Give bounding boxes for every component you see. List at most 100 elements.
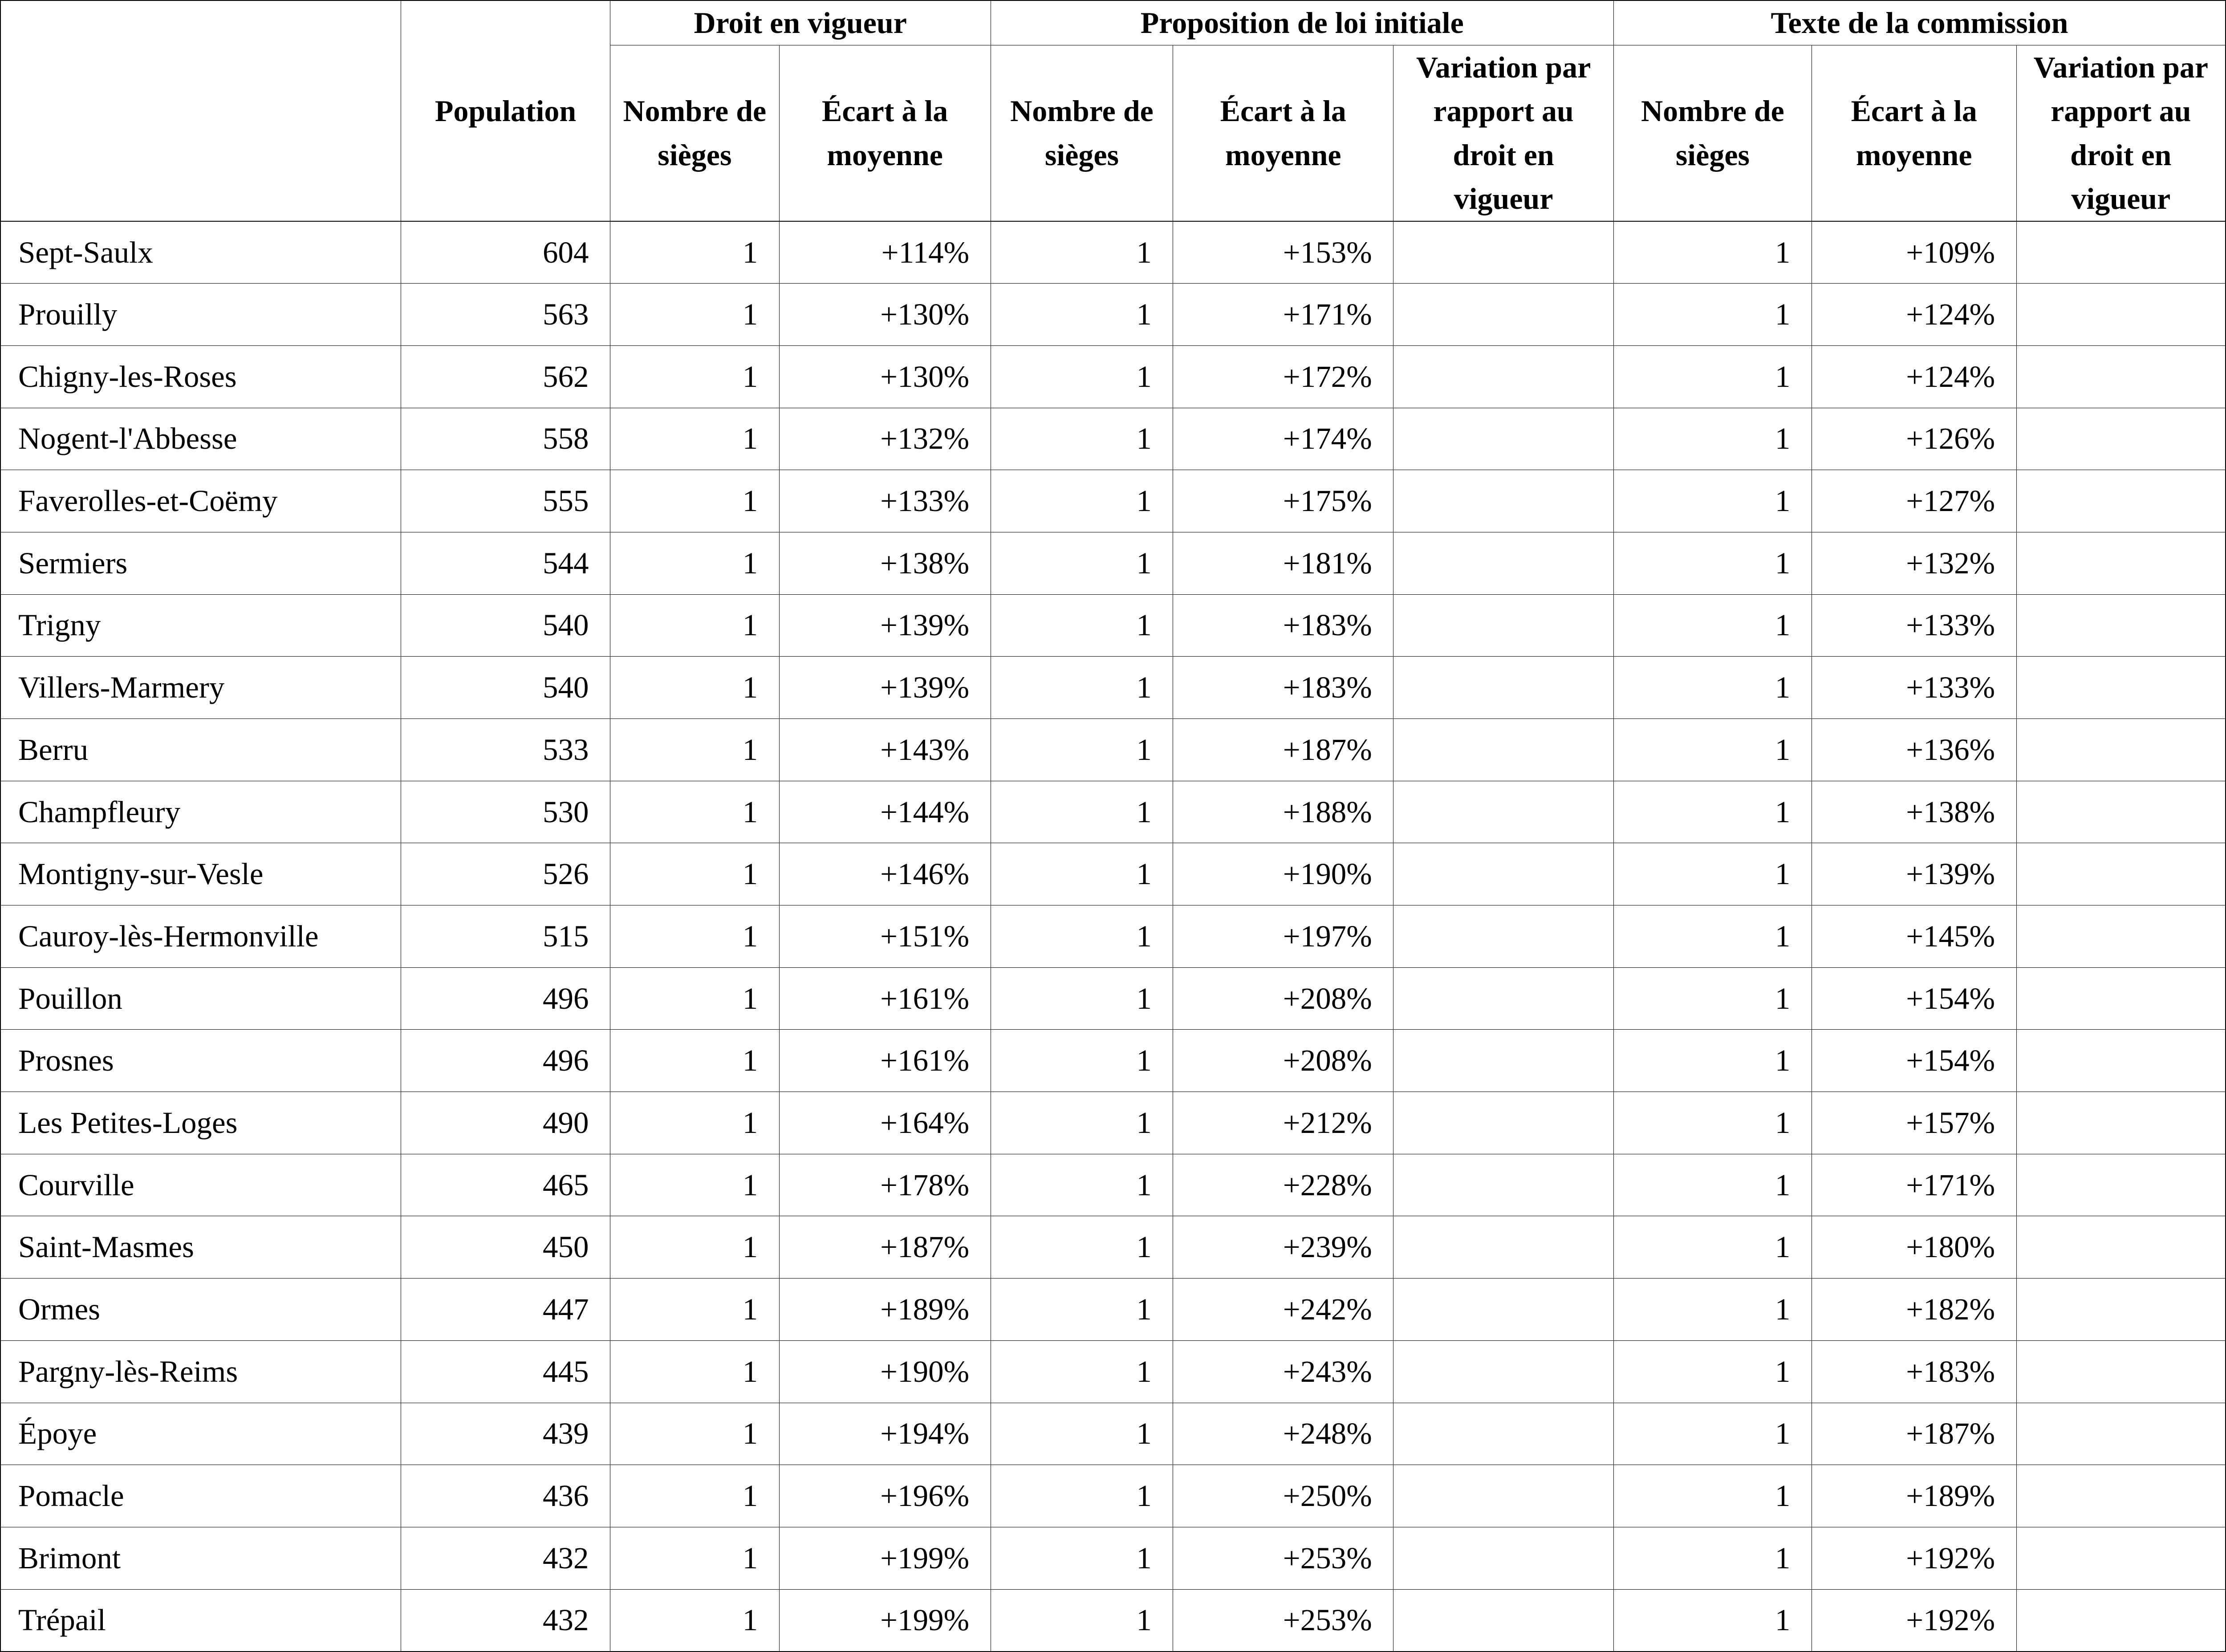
- commission-sieges-cell: 1: [1613, 345, 1812, 408]
- commission-ecart-cell: +182%: [1811, 1278, 2017, 1341]
- commune-name-cell: Berru: [0, 718, 402, 781]
- population-cell: 432: [401, 1589, 610, 1652]
- pli-ecart-cell: +153%: [1173, 220, 1394, 284]
- pli-variation-cell: [1393, 1278, 1614, 1341]
- pli-sieges-cell: 1: [990, 1153, 1174, 1217]
- commune-name-cell: Faverolles-et-Coëmy: [0, 470, 402, 532]
- commune-column-header: [0, 0, 402, 222]
- commune-name-cell: Saint-Masmes: [0, 1216, 402, 1279]
- commission-sieges-cell: 1: [1613, 594, 1812, 657]
- droit-ecart-cell: +130%: [779, 283, 991, 346]
- commune-name-cell: Pargny-lès-Reims: [0, 1340, 402, 1403]
- population-cell: 540: [401, 656, 610, 719]
- commission-sieges-cell: 1: [1613, 843, 1812, 906]
- pli-variation-cell: [1393, 220, 1614, 284]
- pli-sieges-cell: 1: [990, 283, 1174, 346]
- commune-row: Sermiers 544 1 +138% 1 +181% 1 +132%: [0, 532, 2226, 595]
- group-header-droit-en-vigueur: Droit en vigueur: [609, 0, 991, 45]
- pli-sieges-cell: 1: [990, 470, 1174, 532]
- pli-variation-cell: [1393, 1402, 1614, 1465]
- droit-ecart-cell: +178%: [779, 1153, 991, 1217]
- droit-ecart-cell: +190%: [779, 1340, 991, 1403]
- pli-ecart-cell: +181%: [1173, 532, 1394, 595]
- commune-name-cell: Époye: [0, 1402, 402, 1465]
- commission-ecart-cell: +124%: [1811, 283, 2017, 346]
- population-cell: 515: [401, 905, 610, 968]
- commune-name-cell: Prouilly: [0, 283, 402, 346]
- commission-ecart-cell: +154%: [1811, 1029, 2017, 1092]
- commission-variation-cell: [2016, 470, 2226, 532]
- commune-row: Faverolles-et-Coëmy 555 1 +133% 1 +175% …: [0, 470, 2226, 532]
- commune-name-cell: Cauroy-lès-Hermonville: [0, 905, 402, 968]
- commune-row: Courville 465 1 +178% 1 +228% 1 +171%: [0, 1153, 2226, 1217]
- commune-row: Trigny 540 1 +139% 1 +183% 1 +133%: [0, 594, 2226, 657]
- droit-ecart-cell: +114%: [779, 220, 991, 284]
- droit-ecart-cell: +189%: [779, 1278, 991, 1341]
- commission-ecart-cell: +192%: [1811, 1589, 2017, 1652]
- pli-sieges-cell: 1: [990, 345, 1174, 408]
- pli-ecart-cell: +253%: [1173, 1589, 1394, 1652]
- pli-variation-cell: [1393, 594, 1614, 657]
- commission-ecart-cell: +192%: [1811, 1526, 2017, 1590]
- droit-sieges-cell: 1: [609, 345, 780, 408]
- pli-ecart-cell: +197%: [1173, 905, 1394, 968]
- table-header: Population Droit en vigueur Proposition …: [0, 0, 2226, 222]
- pli-ecart-cell: +175%: [1173, 470, 1394, 532]
- commission-variation-cell: [2016, 1153, 2226, 1217]
- pli-variation-cell: [1393, 967, 1614, 1030]
- commune-name-cell: Les Petites-Loges: [0, 1092, 402, 1154]
- commune-name-cell: Villers-Marmery: [0, 656, 402, 719]
- droit-sieges-cell: 1: [609, 1340, 780, 1403]
- droit-sieges-cell: 1: [609, 407, 780, 471]
- commission-sieges-cell: 1: [1613, 1029, 1812, 1092]
- pli-variation-cell: [1393, 470, 1614, 532]
- commune-name-cell: Montigny-sur-Vesle: [0, 843, 402, 906]
- commission-sieges-cell: 1: [1613, 1402, 1812, 1465]
- droit-sieges-cell: 1: [609, 780, 780, 844]
- commune-row: Montigny-sur-Vesle 526 1 +146% 1 +190% 1…: [0, 843, 2226, 906]
- droit-ecart-cell: +133%: [779, 470, 991, 532]
- commission-variation-cell: [2016, 1526, 2226, 1590]
- population-cell: 496: [401, 1029, 610, 1092]
- commission-sieges-cell: 1: [1613, 1216, 1812, 1279]
- pli-sieges-cell: 1: [990, 532, 1174, 595]
- droit-ecart-cell: +161%: [779, 967, 991, 1030]
- pli-ecart-cell: +250%: [1173, 1465, 1394, 1527]
- commune-name-cell: Brimont: [0, 1526, 402, 1590]
- pli-ecart-cell: +172%: [1173, 345, 1394, 408]
- droit-ecart-cell: +138%: [779, 532, 991, 595]
- commune-row: Pouillon 496 1 +161% 1 +208% 1 +154%: [0, 967, 2226, 1030]
- commission-ecart-cell: +154%: [1811, 967, 2017, 1030]
- pli-sieges-cell: 1: [990, 1589, 1174, 1652]
- commission-ecart-moyenne-header: Écart à la moyenne: [1811, 45, 2017, 222]
- pli-sieges-cell: 1: [990, 1216, 1174, 1279]
- commune-row: Pargny-lès-Reims 445 1 +190% 1 +243% 1 +…: [0, 1340, 2226, 1403]
- commission-sieges-cell: 1: [1613, 1092, 1812, 1154]
- droit-ecart-cell: +144%: [779, 780, 991, 844]
- commission-variation-cell: [2016, 283, 2226, 346]
- pli-ecart-cell: +243%: [1173, 1340, 1394, 1403]
- droit-ecart-cell: +196%: [779, 1465, 991, 1527]
- pli-ecart-moyenne-header: Écart à la moyenne: [1173, 45, 1394, 222]
- droit-sieges-cell: 1: [609, 1153, 780, 1217]
- pli-sieges-cell: 1: [990, 1092, 1174, 1154]
- population-cell: 445: [401, 1340, 610, 1403]
- commission-ecart-cell: +187%: [1811, 1402, 2017, 1465]
- commune-row: Champfleury 530 1 +144% 1 +188% 1 +138%: [0, 780, 2226, 844]
- droit-sieges-cell: 1: [609, 1029, 780, 1092]
- commune-row: Chigny-les-Roses 562 1 +130% 1 +172% 1 +…: [0, 345, 2226, 408]
- commission-sieges-cell: 1: [1613, 1465, 1812, 1527]
- commission-ecart-cell: +183%: [1811, 1340, 2017, 1403]
- commission-ecart-cell: +126%: [1811, 407, 2017, 471]
- commune-name-cell: Sept-Saulx: [0, 220, 402, 284]
- pli-sieges-cell: 1: [990, 594, 1174, 657]
- commune-row: Époye 439 1 +194% 1 +248% 1 +187%: [0, 1402, 2226, 1465]
- commune-name-cell: Sermiers: [0, 532, 402, 595]
- commission-sieges-cell: 1: [1613, 283, 1812, 346]
- population-cell: 604: [401, 220, 610, 284]
- droit-sieges-cell: 1: [609, 220, 780, 284]
- droit-ecart-cell: +143%: [779, 718, 991, 781]
- population-cell: 450: [401, 1216, 610, 1279]
- droit-sieges-cell: 1: [609, 1278, 780, 1341]
